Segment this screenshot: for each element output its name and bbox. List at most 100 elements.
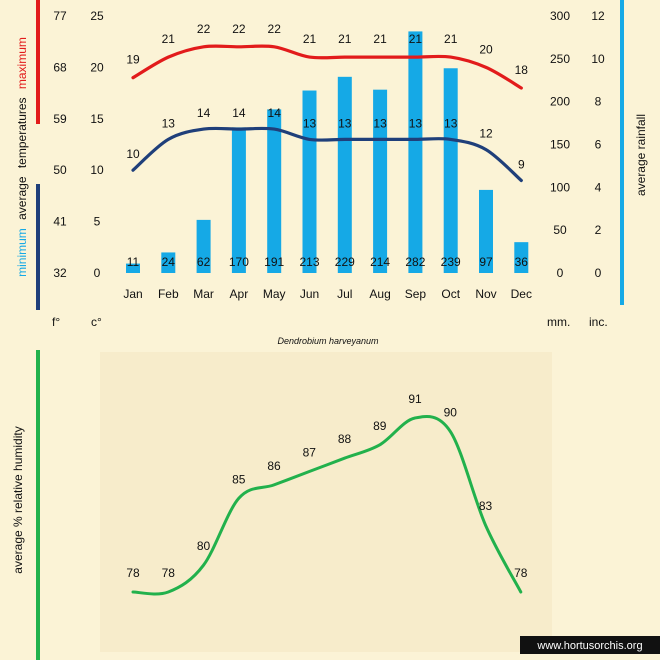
month-labels: Jan Feb Mar Apr May Jun Jul Aug Sep Oct Nov Dec bbox=[123, 287, 532, 301]
month-label: Feb bbox=[158, 287, 179, 301]
humidity-line bbox=[131, 415, 523, 596]
label-minimum: minimum bbox=[15, 228, 29, 277]
minimum-label: 13 bbox=[409, 116, 423, 130]
minimum-label: 14 bbox=[197, 106, 211, 120]
maximum-label: 22 bbox=[232, 22, 246, 36]
mm-tick: 50 bbox=[553, 223, 567, 237]
humidity-label: 89 bbox=[373, 419, 387, 433]
mm-tick: 300 bbox=[550, 9, 570, 23]
rainfall-bar bbox=[161, 252, 176, 273]
maximum-label: 21 bbox=[338, 32, 352, 46]
humidity-label: 78 bbox=[162, 566, 176, 580]
maximum-label: 21 bbox=[444, 32, 458, 46]
minimum-label: 13 bbox=[303, 116, 317, 130]
humidity-label: 85 bbox=[232, 472, 246, 486]
humidity-label: 87 bbox=[303, 446, 317, 460]
rainfall-label: 11 bbox=[127, 255, 140, 269]
month-label: May bbox=[263, 287, 286, 301]
month-label: Jan bbox=[123, 287, 142, 301]
unit-fahrenheit: f° bbox=[52, 315, 60, 329]
month-label: Apr bbox=[230, 287, 249, 301]
humidity-label: 86 bbox=[267, 459, 281, 473]
humidity-label: 83 bbox=[479, 499, 493, 513]
label-temperatures: temperatures bbox=[15, 97, 29, 168]
month-label: Jul bbox=[337, 287, 352, 301]
maximum-label: 21 bbox=[303, 32, 317, 46]
celsius-tick: 0 bbox=[94, 266, 101, 280]
rainfall-bar bbox=[443, 68, 458, 273]
rainfall-labels: 11 24 62 170 191 213 229 214 282 239 97 36 bbox=[127, 255, 529, 269]
rainfall-bar bbox=[373, 89, 388, 273]
maximum-label: 19 bbox=[126, 53, 140, 67]
minimum-label: 14 bbox=[232, 106, 246, 120]
minimum-label: 13 bbox=[338, 116, 352, 130]
humidity-label: 80 bbox=[197, 539, 211, 553]
unit-mm: mm. bbox=[547, 315, 570, 329]
site-credit: www.hortusorchis.org bbox=[536, 640, 642, 652]
label-average: average bbox=[15, 176, 29, 220]
humidity-label: 91 bbox=[408, 392, 422, 406]
minimum-label: 13 bbox=[162, 116, 176, 130]
rainfall-bar bbox=[126, 263, 140, 273]
fahrenheit-tick: 50 bbox=[53, 163, 67, 177]
month-label: Nov bbox=[475, 287, 496, 301]
mm-tick: 200 bbox=[550, 95, 570, 109]
credit-box bbox=[520, 636, 660, 654]
mm-tick: 0 bbox=[557, 266, 564, 280]
celsius-tick: 15 bbox=[90, 112, 104, 126]
month-label: Oct bbox=[441, 287, 460, 301]
fahrenheit-tick: 68 bbox=[53, 60, 67, 74]
rainfall-bar bbox=[196, 219, 211, 273]
rainfall-bar bbox=[267, 109, 282, 273]
mm-tick: 150 bbox=[550, 138, 570, 152]
inches-tick: 6 bbox=[595, 138, 602, 152]
minimum-label: 14 bbox=[268, 106, 282, 120]
minimum-line bbox=[131, 126, 523, 183]
month-label: Jun bbox=[300, 287, 319, 301]
left-axis-label: minimum average temperatures maximum bbox=[15, 37, 29, 277]
minimum-label: 9 bbox=[518, 157, 525, 171]
inches-tick: 2 bbox=[595, 223, 602, 237]
maximum-label: 22 bbox=[268, 22, 282, 36]
maximum-label: 21 bbox=[409, 32, 423, 46]
rainfall-label: 36 bbox=[515, 255, 529, 269]
maximum-label: 18 bbox=[515, 63, 529, 77]
maximum-label: 20 bbox=[479, 42, 493, 56]
right-axis-label: average rainfall bbox=[634, 114, 648, 196]
rainfall-bars bbox=[126, 31, 529, 274]
month-label: Aug bbox=[369, 287, 390, 301]
minimum-label: 13 bbox=[373, 116, 387, 130]
rainfall-bar bbox=[408, 31, 423, 274]
rainfall-bar bbox=[514, 242, 529, 273]
label-maximum: maximum bbox=[15, 37, 29, 89]
month-label: Dec bbox=[511, 287, 532, 301]
humidity-axis-label: average % relative humidity bbox=[11, 426, 25, 573]
rainfall-bar bbox=[337, 76, 352, 273]
mm-tick: 100 bbox=[550, 180, 570, 194]
unit-inches: inc. bbox=[589, 315, 608, 329]
minimum-label: 12 bbox=[479, 127, 493, 141]
fahrenheit-tick: 41 bbox=[53, 215, 67, 229]
inches-tick: 4 bbox=[595, 180, 602, 194]
mm-tick: 250 bbox=[550, 52, 570, 66]
month-label: Mar bbox=[193, 287, 214, 301]
inches-tick: 12 bbox=[591, 9, 605, 23]
humidity-label: 90 bbox=[444, 405, 458, 419]
celsius-tick: 5 bbox=[94, 215, 101, 229]
rainfall-bar bbox=[302, 90, 317, 273]
celsius-tick: 10 bbox=[90, 163, 104, 177]
rainfall-label: 214 bbox=[370, 255, 390, 269]
fahrenheit-tick: 77 bbox=[53, 9, 67, 23]
fahrenheit-tick: 59 bbox=[53, 112, 67, 126]
celsius-tick: 25 bbox=[90, 9, 104, 23]
maximum-label: 21 bbox=[162, 32, 176, 46]
rainfall-label: 213 bbox=[299, 255, 319, 269]
fahrenheit-tick: 32 bbox=[53, 266, 67, 280]
celsius-tick: 20 bbox=[90, 60, 104, 74]
inches-tick: 8 bbox=[595, 95, 602, 109]
minimum-label: 13 bbox=[444, 116, 458, 130]
rainfall-label: 282 bbox=[405, 255, 425, 269]
maximum-label: 22 bbox=[197, 22, 211, 36]
rainfall-bar bbox=[479, 189, 493, 273]
